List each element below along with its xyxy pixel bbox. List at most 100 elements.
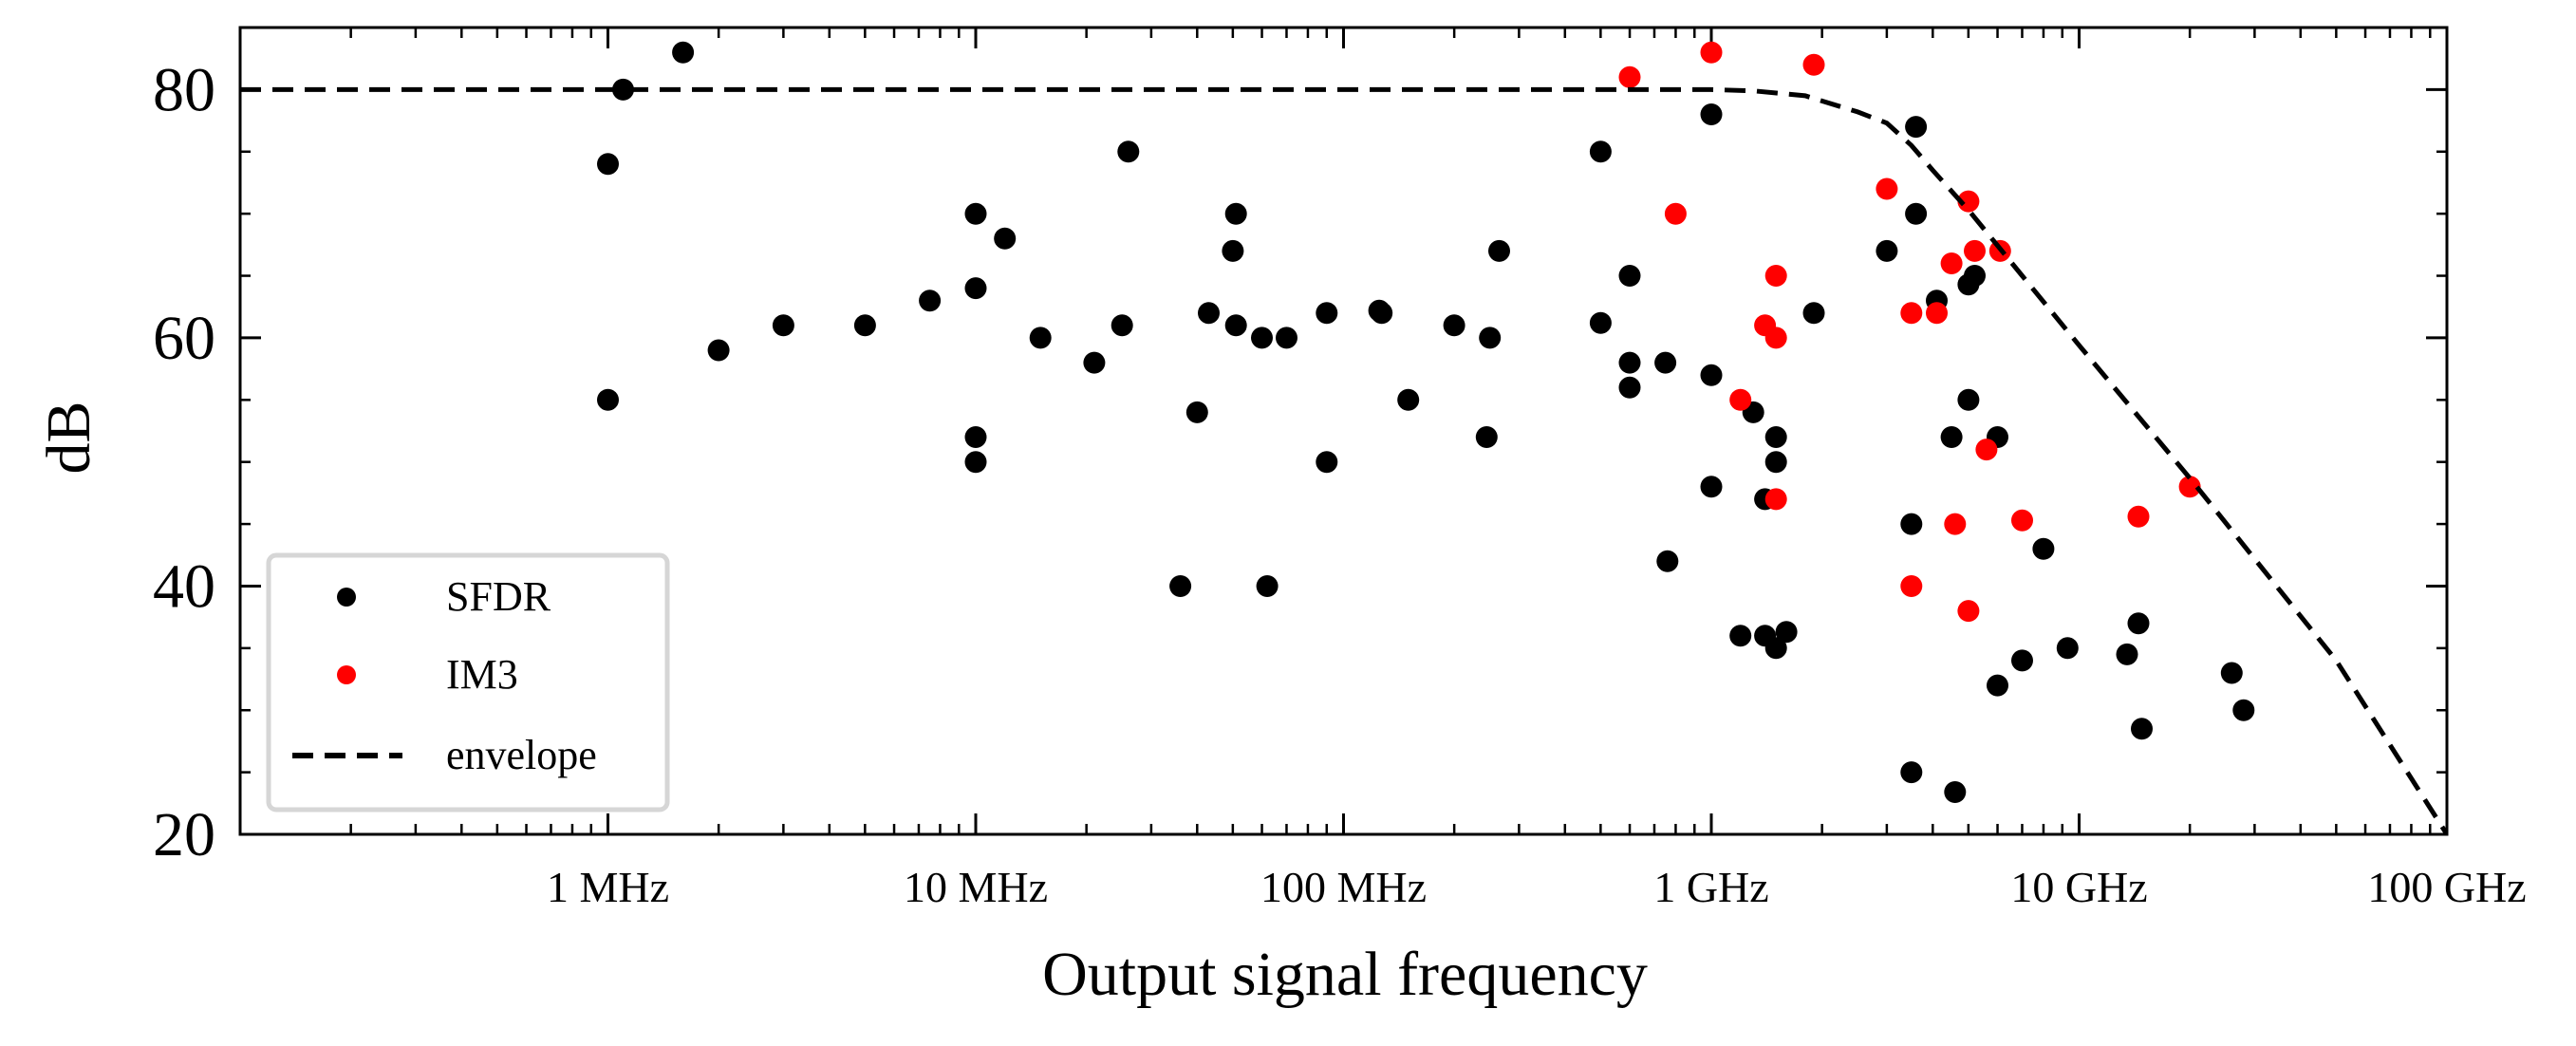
sfdr-point — [1169, 575, 1192, 597]
sfdr-point — [1618, 265, 1641, 287]
series-im3 — [1618, 41, 2201, 623]
sfdr-point — [1371, 302, 1393, 325]
im3-point — [1944, 513, 1967, 535]
x-axis-title: Output signal frequency — [1042, 940, 1648, 1009]
sfdr-point — [1764, 426, 1787, 448]
sfdr-point — [1729, 625, 1752, 647]
sfdr-point — [1940, 426, 1963, 448]
sfdr-point — [1700, 103, 1723, 125]
sfdr-point — [1618, 376, 1641, 399]
im3-point — [1764, 265, 1787, 287]
sfdr-point — [1224, 314, 1247, 337]
sfdr-point — [707, 339, 730, 362]
sfdr-point — [2011, 649, 2033, 672]
sfdr-point — [1589, 311, 1612, 334]
im3-point — [1975, 439, 1998, 461]
sfdr-point — [1618, 351, 1641, 374]
y-tick-label: 20 — [153, 800, 215, 869]
sfdr-point — [1987, 674, 2008, 697]
sfdr-point — [1700, 364, 1723, 386]
legend-box — [266, 552, 670, 813]
sfdr-point — [1656, 550, 1679, 572]
x-tick-label: 100 GHz — [2367, 863, 2526, 911]
im3-point — [1900, 575, 1923, 597]
sfdr-point — [1479, 327, 1502, 349]
sfdr-point — [2131, 718, 2153, 740]
legend-im3-marker — [337, 665, 356, 684]
legend-envelope-label: envelope — [446, 732, 597, 778]
im3-point — [1802, 53, 1825, 76]
sfdr-point — [1900, 761, 1923, 784]
y-tick-labels: 20 40 60 80 — [153, 55, 215, 869]
y-tick-label: 60 — [153, 304, 215, 373]
sfdr-point — [612, 78, 634, 101]
sfdr-point — [1589, 140, 1612, 163]
sfdr-point — [1876, 239, 1898, 262]
sfdr-point — [1222, 239, 1244, 262]
y-tick-label: 40 — [153, 551, 215, 621]
sfdr-point — [1029, 327, 1052, 349]
legend-im3-label: IM3 — [446, 651, 518, 698]
sfdr-point — [1802, 302, 1825, 325]
sfdr-point — [1900, 513, 1923, 535]
sfdr-point — [919, 290, 942, 312]
sfdr-point — [1475, 426, 1498, 448]
sfdr-point — [2056, 637, 2079, 660]
x-tick-label: 10 MHz — [904, 863, 1048, 911]
im3-point — [1876, 177, 1898, 200]
x-tick-label: 1 MHz — [547, 863, 669, 911]
legend: SFDR IM3 envelope — [266, 552, 670, 813]
y-axis-title: dB — [34, 401, 103, 474]
sfdr-point — [1117, 140, 1140, 163]
sfdr-point — [597, 388, 619, 411]
im3-point — [2011, 509, 2033, 532]
sfdr-point — [1276, 327, 1297, 349]
im3-point — [1764, 327, 1787, 349]
sfdr-point — [994, 227, 1017, 250]
legend-sfdr-marker — [337, 588, 356, 607]
im3-point — [1964, 239, 1986, 262]
im3-point — [1664, 202, 1687, 225]
im3-point — [1926, 302, 1948, 325]
sfdr-point — [1251, 327, 1273, 349]
x-tick-labels: 1 MHz 10 MHz 100 MHz 1 GHz 10 GHz 100 GHz — [547, 863, 2527, 911]
sfdr-point — [1957, 388, 1980, 411]
sfdr-point — [1764, 637, 1787, 660]
sfdr-point — [1775, 621, 1798, 644]
sfdr-point — [1224, 202, 1247, 225]
sfdr-point — [2232, 699, 2255, 721]
im3-point — [1764, 488, 1787, 511]
sfdr-point — [1700, 476, 1723, 498]
im3-point — [1957, 190, 1980, 213]
sfdr-point — [964, 202, 987, 225]
im3-point — [2127, 505, 2150, 528]
im3-point — [1957, 600, 1980, 623]
sfdr-point — [1198, 302, 1220, 325]
series-envelope — [240, 86, 2447, 834]
x-tick-label: 1 GHz — [1653, 863, 1768, 911]
sfdr-point — [964, 451, 987, 474]
im3-point — [2178, 476, 2201, 498]
sfdr-point — [2220, 662, 2243, 684]
sfdr-point — [1185, 401, 1208, 423]
sfdr-point — [1905, 202, 1928, 225]
minor-ticks — [240, 28, 2447, 834]
series-sfdr — [597, 41, 2255, 803]
im3-point — [1940, 252, 1963, 274]
sfdr-point — [1316, 302, 1338, 325]
im3-point — [1729, 388, 1752, 411]
sfdr-point — [964, 277, 987, 300]
sfdr-point — [1764, 451, 1787, 474]
sfdr-point — [672, 41, 695, 64]
series-layer — [240, 41, 2447, 834]
sfdr-point — [1905, 116, 1928, 139]
legend-sfdr-label: SFDR — [446, 573, 551, 620]
sfdr-point — [1488, 239, 1510, 262]
sfdr-point — [853, 314, 876, 337]
im3-point — [1700, 41, 1723, 64]
sfdr-point — [1316, 451, 1338, 474]
sfdr-point — [964, 426, 987, 448]
sfdr-point — [2127, 612, 2150, 635]
sfdr-point — [2032, 537, 2055, 560]
